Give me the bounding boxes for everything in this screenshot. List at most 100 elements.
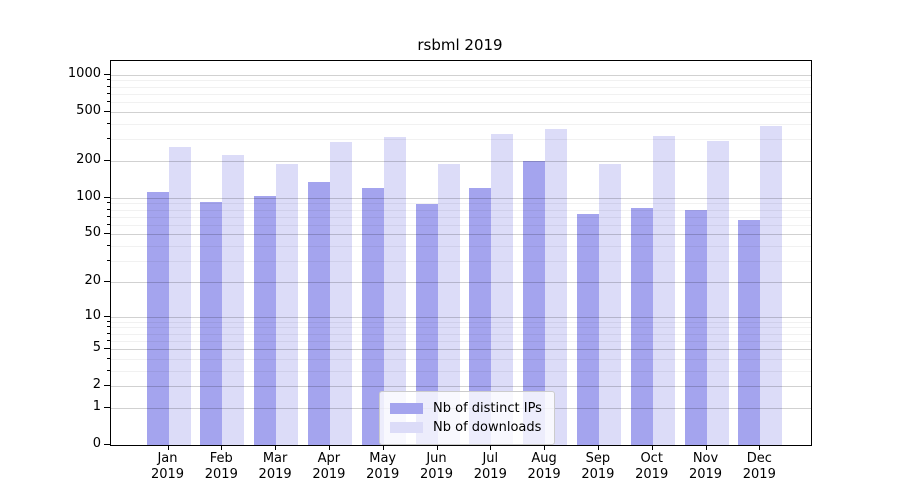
y-minor-tick-mark: [107, 202, 110, 204]
y-minor-tick-mark: [107, 332, 110, 334]
gridline-minor: [111, 260, 811, 262]
y-tick-mark: [104, 233, 110, 235]
x-tick-label-line: Jul: [482, 451, 499, 466]
gridline-major: [111, 111, 811, 113]
y-tick-label: 1: [92, 398, 101, 414]
x-tick-mark: [167, 445, 169, 450]
legend-label-downloads: Nb of downloads: [433, 420, 542, 435]
y-minor-tick-mark: [107, 259, 110, 261]
gridline-major: [111, 281, 811, 283]
bar-downloads-jun: [437, 163, 460, 445]
gridline-major: [111, 160, 811, 162]
bar-distinct-ips-may: [361, 187, 384, 445]
x-tick-label-line: Mar: [262, 451, 288, 466]
x-tick-label-line: 2019: [473, 467, 507, 482]
y-minor-tick-mark: [107, 245, 110, 246]
bar-downloads-apr: [329, 141, 352, 445]
x-tick-label-line: 2019: [312, 467, 346, 482]
x-tick-label-line: 2019: [742, 467, 776, 482]
x-tick-label-line: 2019: [688, 467, 723, 482]
y-tick-mark: [104, 280, 110, 282]
x-tick-label: Dec 2019: [727, 451, 791, 483]
bar-downloads-mar: [276, 163, 299, 445]
y-minor-tick-mark: [107, 79, 110, 81]
y-tick-label: 2: [92, 377, 101, 393]
gridline-major: [111, 386, 811, 388]
gridline-minor: [111, 93, 811, 95]
y-tick-label: 500: [76, 102, 101, 118]
y-minor-tick-mark: [107, 223, 110, 225]
y-minor-tick-mark: [107, 92, 110, 94]
x-tick-label: Jan 2019: [136, 451, 200, 483]
x-tick-label-line: Apr: [317, 451, 341, 466]
x-tick-mark: [705, 445, 707, 450]
x-tick-mark: [275, 445, 277, 450]
bar-distinct-ips-jun: [415, 203, 438, 445]
bar-distinct-ips-feb: [200, 201, 223, 445]
x-tick-label-line: Feb: [209, 451, 233, 466]
bar-distinct-ips-sep: [576, 213, 599, 445]
y-tick-mark: [104, 406, 110, 408]
bar-distinct-ips-oct: [630, 207, 653, 445]
x-tick-mark: [436, 445, 438, 450]
y-tick-mark: [104, 196, 110, 198]
x-tick-label-line: Oct: [640, 451, 663, 466]
x-tick-mark: [382, 445, 384, 450]
y-tick-mark: [104, 159, 110, 161]
y-tick-label: 50: [84, 225, 101, 241]
y-minor-tick-mark: [107, 357, 110, 359]
x-tick-label-line: 2019: [204, 467, 238, 482]
gridline-minor: [111, 246, 811, 247]
y-minor-tick-mark: [107, 138, 110, 140]
bar-distinct-ips-dec: [738, 219, 761, 445]
y-tick-label: 100: [76, 188, 101, 204]
gridline-major: [111, 74, 811, 76]
y-minor-tick-mark: [107, 320, 110, 322]
x-tick-label-line: 2019: [366, 467, 400, 482]
gridline-minor: [111, 139, 811, 141]
y-tick-label: 1000: [67, 65, 101, 81]
gridline-minor: [111, 333, 811, 335]
y-tick-label: 20: [84, 272, 101, 288]
gridline-minor: [111, 216, 811, 218]
y-tick-mark: [104, 385, 110, 387]
gridline-minor: [111, 321, 811, 323]
gridline-major: [111, 348, 811, 350]
y-tick-mark: [104, 444, 110, 445]
x-tick-label: Feb 2019: [189, 451, 253, 483]
gridline-minor: [111, 209, 811, 211]
x-tick-label-line: 2019: [527, 467, 561, 482]
x-tick-mark: [651, 445, 653, 450]
y-tick-label: 200: [76, 151, 101, 167]
x-tick-label: May 2019: [351, 451, 415, 483]
gridline-minor: [111, 358, 811, 360]
gridline-major: [111, 234, 811, 236]
bar-downloads-feb: [222, 154, 245, 445]
legend-label-distinct-ips: Nb of distinct IPs: [433, 401, 542, 416]
x-tick-label-line: Sep: [585, 451, 611, 466]
bar-distinct-ips-jul: [469, 188, 492, 445]
bar-downloads-nov: [706, 141, 729, 445]
bar-downloads-sep: [598, 163, 621, 445]
x-tick-mark: [759, 445, 761, 450]
x-tick-label: Sep 2019: [566, 451, 630, 483]
x-tick-label: Nov 2019: [674, 451, 738, 483]
gridline-minor: [111, 203, 811, 205]
x-tick-label-line: 2019: [150, 467, 185, 482]
bar-downloads-dec: [760, 126, 783, 445]
y-minor-tick-mark: [107, 122, 110, 124]
x-tick-mark: [490, 445, 492, 450]
bar-downloads-may: [383, 136, 406, 445]
x-tick-label-line: 2019: [258, 467, 292, 482]
gridline-major: [111, 197, 811, 199]
y-minor-tick-mark: [107, 326, 110, 328]
bar-distinct-ips-jan: [146, 191, 169, 445]
x-tick-label-line: 2019: [635, 467, 669, 482]
x-tick-label-line: 2019: [581, 467, 615, 482]
x-tick-mark: [328, 445, 330, 450]
x-tick-label-line: Dec: [746, 451, 772, 466]
x-tick-label-line: Nov: [692, 451, 719, 466]
gridline-minor: [111, 102, 811, 104]
bar-downloads-jul: [491, 134, 514, 445]
gridline-minor: [111, 224, 811, 226]
